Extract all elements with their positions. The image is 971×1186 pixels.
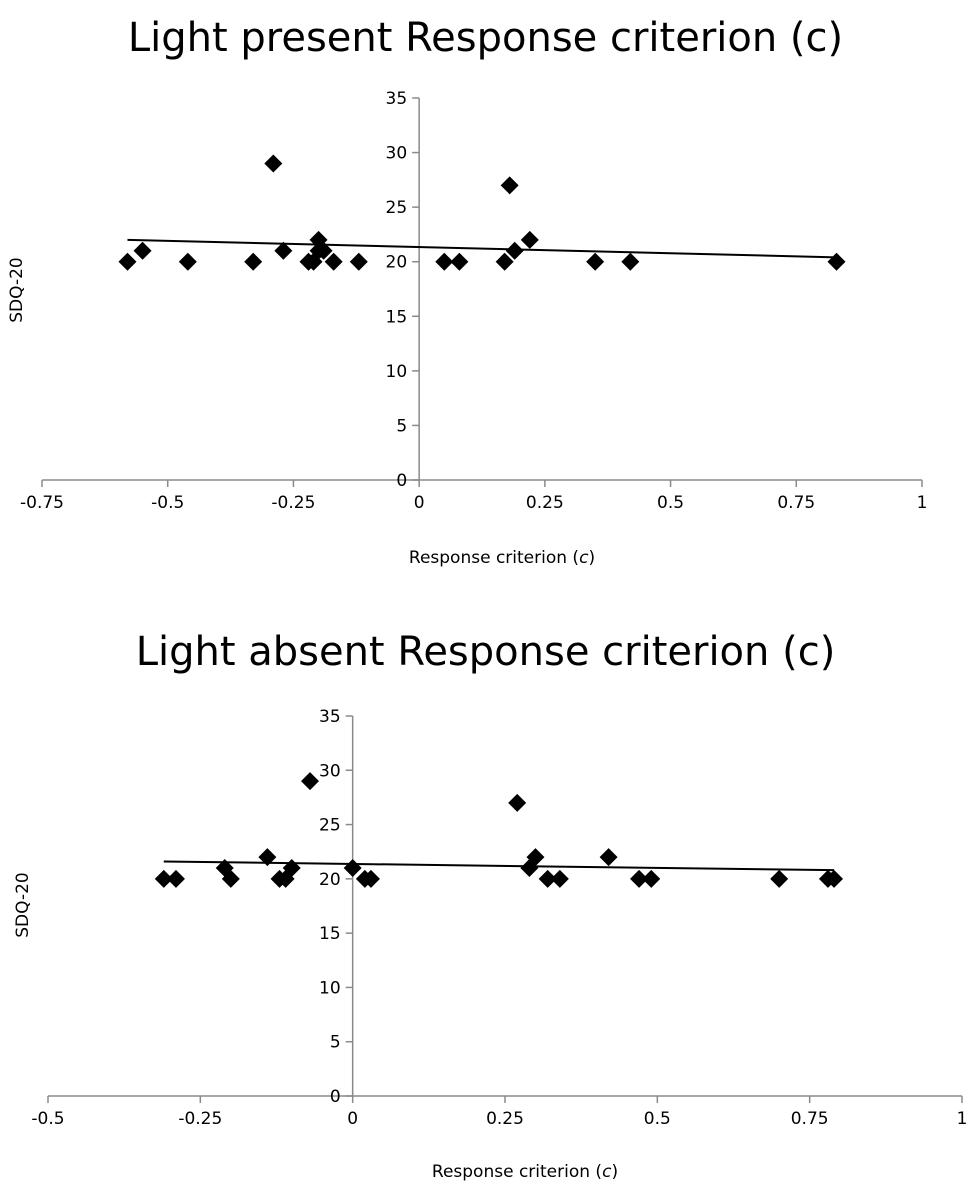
x-tick-label: 0 (414, 493, 425, 513)
y-tick-label: 0 (330, 1087, 341, 1107)
y-tick-label: 10 (386, 362, 408, 382)
data-point (274, 241, 293, 260)
data-point (642, 869, 661, 888)
data-point (301, 772, 320, 791)
data-point (825, 869, 844, 888)
x-tick-label: 0.25 (486, 1109, 524, 1129)
trendline (127, 238, 837, 259)
x-axis-label: Response criterion (c) (432, 1162, 618, 1182)
data-point (495, 252, 514, 271)
scatter-plot: -0.75 -0.5 -0.25 0 0.25 0.5 0.75 10510152025303… (7, 89, 928, 568)
scatter-plot: -0.5 -0.25 0 0.25 0.5 0.75 105101520253035Resp… (13, 707, 968, 1182)
x-tick-label: -0.75 (20, 493, 64, 513)
y-tick-label: 5 (330, 1033, 341, 1053)
data-point (343, 859, 362, 877)
y-tick-label: 35 (319, 707, 341, 727)
data-point (505, 241, 524, 260)
chart-light-present: Light present Response criterion (c) -0.… (0, 0, 971, 590)
chart-light-absent: Light absent Response criterion (c) -0.5… (0, 600, 971, 1186)
y-tick-label: 20 (319, 870, 341, 890)
chart-title: Light present Response criterion (c) (127, 15, 844, 61)
y-axis-label: SDQ-20 (7, 257, 27, 323)
x-tick-label: 0.75 (791, 1109, 829, 1129)
data-point (508, 793, 527, 812)
data-point (324, 252, 343, 271)
data-point (264, 154, 283, 173)
data-point (599, 848, 618, 867)
x-tick-label: 1 (957, 1109, 968, 1129)
data-point (133, 241, 152, 260)
data-point (435, 252, 454, 271)
data-point (630, 869, 649, 888)
data-point (258, 848, 277, 867)
x-tick-label: 0 (347, 1109, 358, 1129)
y-tick-label: 30 (386, 144, 408, 164)
data-point (349, 252, 368, 271)
chart-title: Light absent Response criterion (c) (135, 629, 836, 675)
x-tick-label: -0.25 (178, 1109, 222, 1129)
data-point (314, 241, 333, 260)
y-tick-label: 25 (319, 816, 341, 836)
x-tick-label: -0.25 (271, 493, 315, 513)
y-tick-label: 35 (386, 89, 408, 109)
data-point (154, 869, 173, 888)
data-point (244, 252, 263, 271)
y-tick-label: 0 (396, 471, 407, 491)
x-tick-label: 0.5 (644, 1109, 671, 1129)
data-point (770, 869, 789, 888)
data-point (586, 252, 605, 271)
y-tick-label: 25 (386, 198, 408, 218)
y-tick-label: 20 (386, 253, 408, 273)
x-tick-label: 0.5 (657, 493, 684, 513)
data-point (166, 869, 185, 888)
y-axis-label: SDQ-20 (13, 872, 33, 938)
data-point (827, 252, 846, 271)
data-point (178, 252, 197, 271)
x-tick-label: 0.75 (777, 493, 815, 513)
x-tick-label: -0.5 (151, 493, 184, 513)
y-tick-label: 15 (319, 924, 341, 944)
x-tick-label: 1 (917, 493, 928, 513)
y-tick-label: 30 (319, 761, 341, 781)
x-axis-label: Response criterion (c) (409, 548, 595, 568)
data-point (526, 848, 545, 867)
data-point (221, 869, 240, 888)
data-point (118, 252, 137, 271)
data-point (538, 869, 557, 888)
data-point (282, 859, 301, 877)
data-point (621, 252, 640, 271)
data-point (520, 230, 539, 249)
y-tick-label: 5 (396, 416, 407, 436)
data-point (500, 176, 519, 195)
x-tick-label: -0.5 (31, 1109, 64, 1129)
trendline (163, 860, 835, 872)
data-point (361, 869, 380, 888)
y-tick-label: 15 (386, 307, 408, 327)
data-point (450, 252, 469, 271)
data-point (550, 869, 569, 888)
y-tick-label: 10 (319, 978, 341, 998)
x-tick-label: 0.25 (526, 493, 564, 513)
